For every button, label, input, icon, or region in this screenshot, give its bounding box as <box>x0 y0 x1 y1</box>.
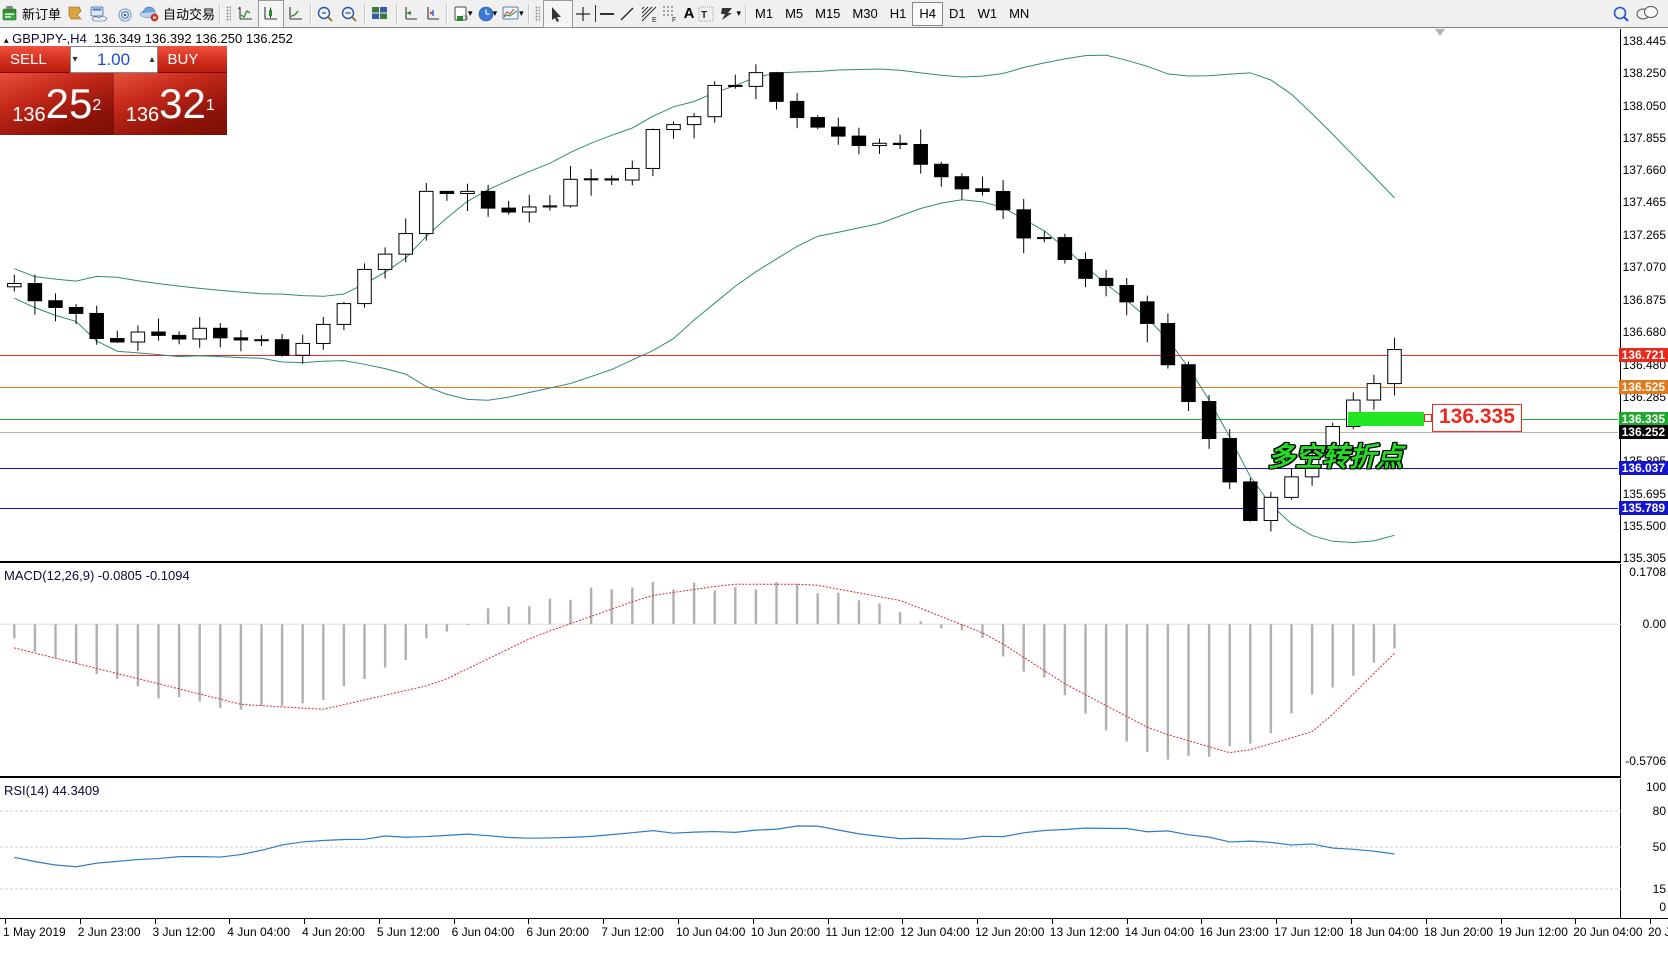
svg-text:E: E <box>652 17 657 23</box>
svg-text:F: F <box>672 17 676 23</box>
svg-text:T: T <box>701 10 707 21</box>
